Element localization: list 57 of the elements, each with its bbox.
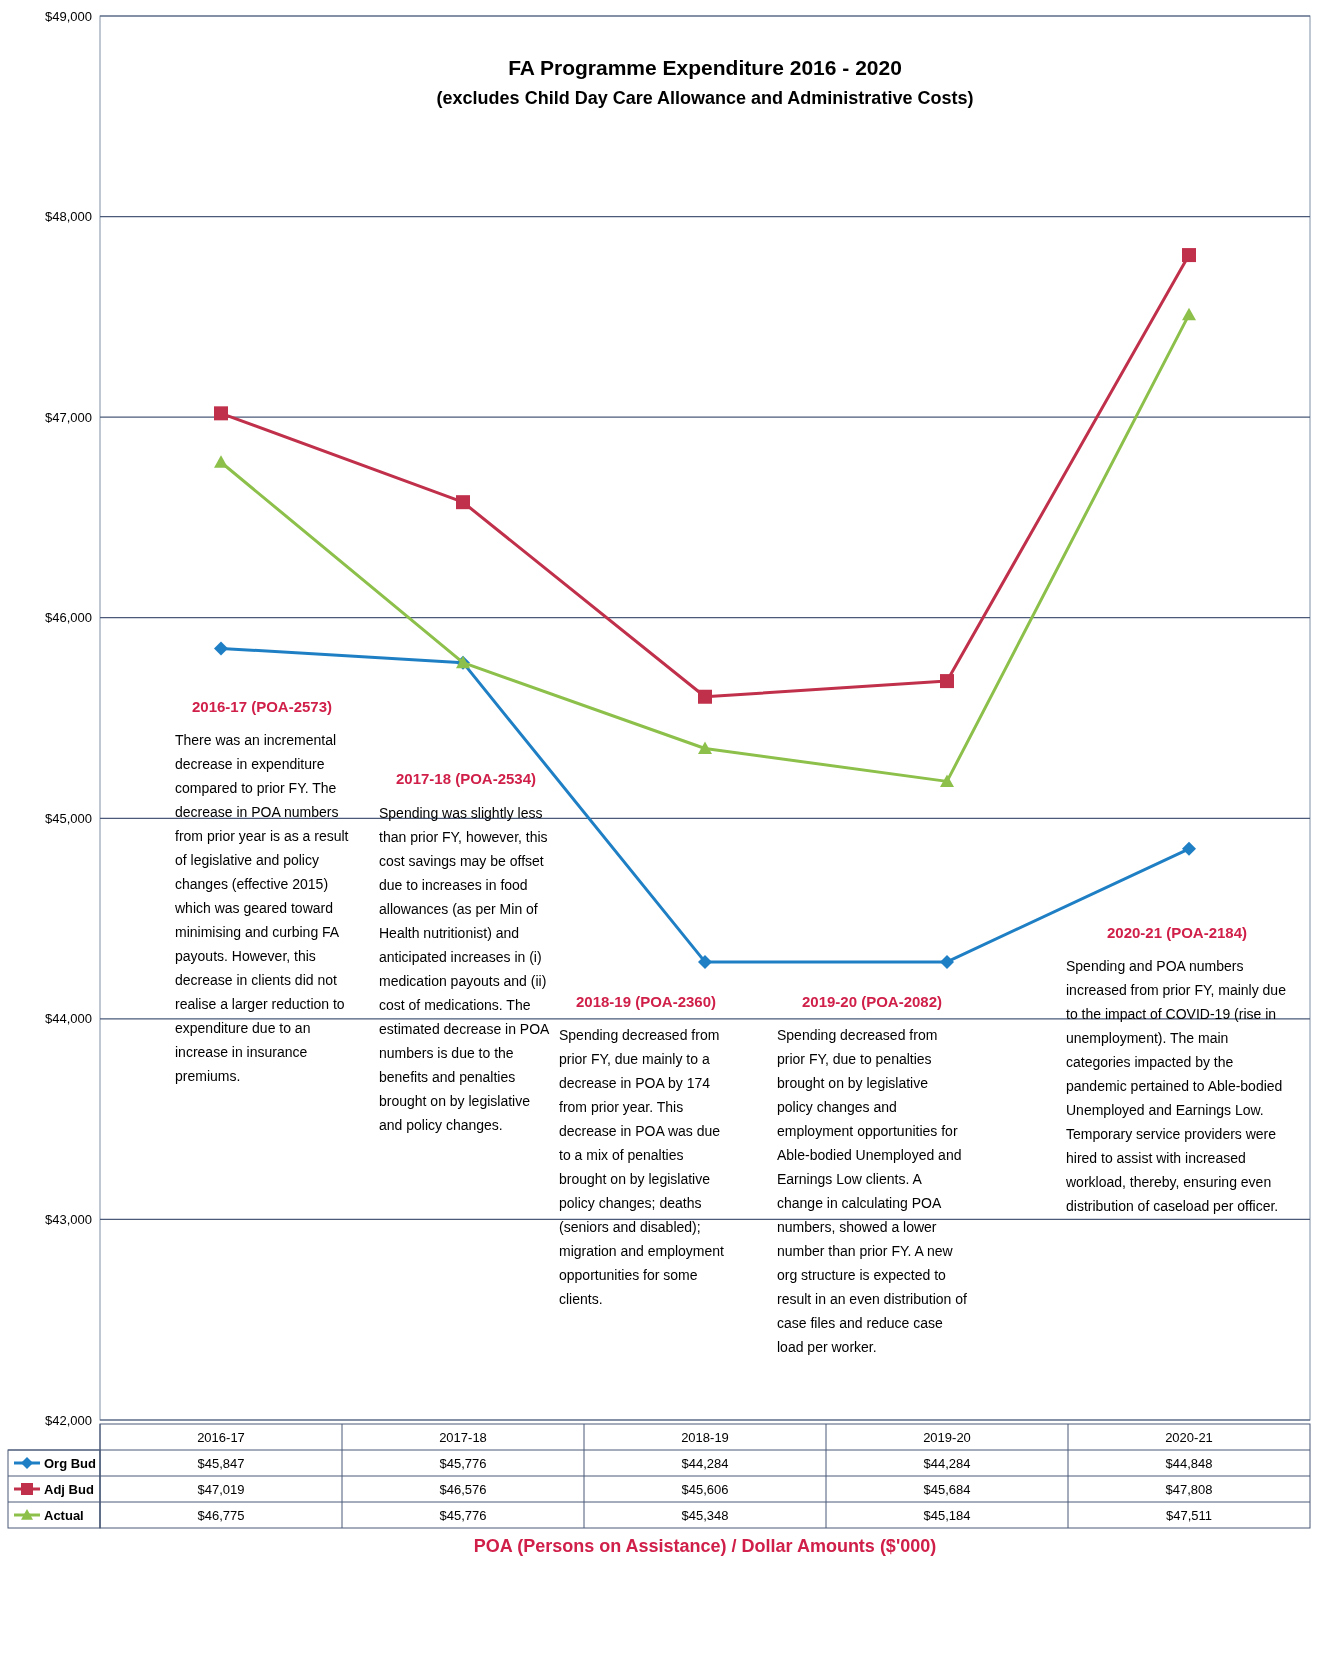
data-label: $44,284 [681, 1455, 729, 1471]
data-label: $44,284 [923, 1455, 971, 1471]
text: There was an incremental decrease in expenditure compared to prior FY. The decrease in POA numbers from prior year is as a result of legislative and policy changes (effective 2015) which was geared toward minimising and curbing FA payouts. However, this decrease in clients did not realise a larger reduction to expenditure due to an increase in insurance premiums. [175, 732, 349, 1084]
data-label: $44,848 [1165, 1455, 1213, 1471]
point [940, 674, 954, 689]
point [940, 774, 954, 787]
annotation: 2019-20 (POA-2082) [801, 993, 943, 1010]
data-label: $45,776 [439, 1455, 487, 1471]
annotation: 2017-18 (POA-2534) [395, 770, 537, 787]
data-label: $45,348 [681, 1507, 729, 1523]
point [940, 954, 954, 969]
x-tick-label: 2017-18 [439, 1429, 487, 1445]
point [1182, 307, 1196, 321]
data-label: $45,684 [923, 1481, 971, 1497]
data-label: $47,019 [197, 1481, 245, 1497]
y-tick-label: $49,000 [45, 8, 92, 24]
point [698, 689, 712, 704]
text: Spending decreased from prior FY, due to penalties brought on by legislative policy changes and employment opportunities for Able-bodied Unemployed and Earnings Low clients. A change in calculating POA numbers, showed a lower number than prior FY. A new org structure is expected to result in an even distribution of case files and reduce case load per worker. [777, 1027, 967, 1355]
text: FA Programme Expenditure 2016 - 2020 [508, 56, 902, 79]
text: Spending decreased from prior FY, due mainly to a decrease in POA by 174 from prior year. This decrease in POA was due to a mix of penalties brought on by legislative policy changes; deaths (seniors and disabled); migration and employment opportunities for some clients. [559, 1027, 724, 1307]
legend-label: Actual [44, 1507, 84, 1523]
text: POA (Persons on Assistance) / Dollar Amounts ($'000) [473, 1536, 937, 1556]
point [698, 741, 712, 755]
data-label: $45,606 [681, 1481, 729, 1497]
point [456, 495, 470, 510]
point [214, 641, 228, 656]
legend-label: Adj Bud [44, 1481, 94, 1497]
point [214, 455, 228, 468]
point [1182, 841, 1196, 856]
data-label: $45,184 [923, 1507, 971, 1523]
data-label: $47,808 [1165, 1481, 1213, 1497]
text: (excludes Child Day Care Allowance and Administrative Costs) [436, 88, 974, 108]
data-label: $47,511 [1165, 1507, 1213, 1523]
y-tick-label: $42,000 [45, 1412, 92, 1428]
y-tick-label: $45,000 [45, 810, 92, 826]
data-label: $45,776 [439, 1507, 487, 1523]
y-tick-label: $46,000 [45, 610, 92, 626]
point [1182, 248, 1196, 263]
y-tick-label: $44,000 [45, 1011, 92, 1027]
annotation: 2020-21 (POA-2184) [1106, 924, 1248, 941]
data-label: $45,847 [197, 1455, 245, 1471]
x-tick-label: 2018-19 [681, 1429, 729, 1445]
annotation: 2018-19 (POA-2360) [575, 993, 717, 1010]
text: Spending and POA numbers increased from prior FY, mainly due to the impact of COVID-19 (rise in unemployment). The main categories impacted by the pandemic pertained to Able-bodied Unemployed and Earnings Low. Temporary service providers were hired to assist with increased workload, thereby, ensuring even distribution of caseload per officer. [1066, 958, 1286, 1214]
point [214, 406, 228, 421]
annotation: 2016-17 (POA-2573) [191, 698, 333, 715]
y-tick-label: $43,000 [45, 1211, 92, 1227]
data-label: $46,775 [197, 1507, 245, 1523]
point [698, 954, 712, 969]
y-tick-label: $47,000 [45, 409, 92, 425]
y-tick-label: $48,000 [45, 209, 92, 225]
legend-label: Org Bud [44, 1455, 97, 1471]
x-tick-label: 2016-17 [197, 1429, 245, 1445]
x-tick-label: 2019-20 [923, 1429, 971, 1445]
x-tick-label: 2020-21 [1165, 1429, 1213, 1445]
data-label: $46,576 [439, 1481, 487, 1497]
text: Spending was slightly less than prior FY, however, this cost savings may be offset due to increases in food allowances (as per Min of Health nutritionist) and anticipated increases in (i) medication payouts and (ii) cost of medications. The estimated decrease in POA numbers is due to the benefits and penalties brought on by legislative and policy changes. [379, 805, 550, 1133]
